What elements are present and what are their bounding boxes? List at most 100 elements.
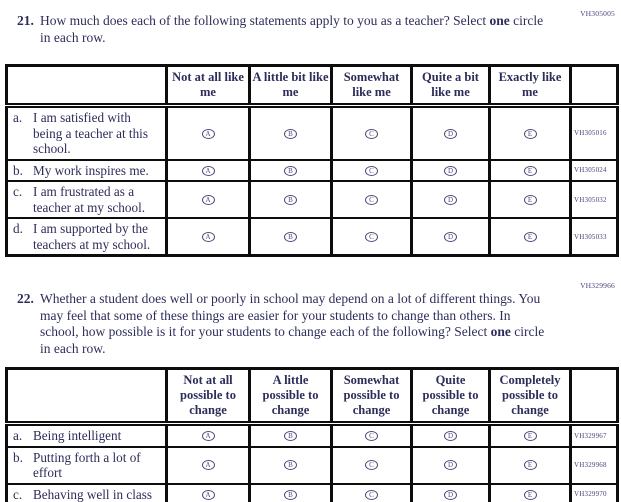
option-circle-c[interactable]: C bbox=[365, 431, 378, 442]
question-21-accession-code: VH305005 bbox=[580, 9, 615, 18]
row-label: Behaving well in class bbox=[33, 486, 153, 502]
row-letter: a. bbox=[13, 428, 23, 443]
q22-col-header-somewhat: Somewhat possible to change bbox=[330, 367, 413, 426]
question-21-table: Not at all like me A little bit like me … bbox=[5, 64, 619, 257]
question-21-text-bold: one bbox=[489, 13, 510, 28]
row-label: I am frustrated as a teacher at my schoo… bbox=[33, 184, 146, 215]
option-circle-b[interactable]: B bbox=[284, 165, 297, 176]
q21-col-header-a-little-bit: A little bit like me bbox=[248, 64, 333, 108]
q22-col-header-completely: Completely possible to change bbox=[488, 367, 572, 426]
option-circle-b[interactable]: B bbox=[284, 460, 297, 471]
question-22-text-post: circle in each row. bbox=[40, 324, 545, 356]
table-row: b. My work inspires me. A B C D E VH30502… bbox=[5, 158, 619, 182]
option-circle-a[interactable]: A bbox=[201, 165, 215, 176]
row-letter: d. bbox=[13, 221, 23, 236]
q22-col-header-a-little: A little possible to change bbox=[248, 367, 333, 426]
table-row: b. Putting forth a lot of effort A B C D … bbox=[5, 445, 619, 485]
option-cell: D bbox=[410, 180, 491, 219]
option-cell: C bbox=[330, 158, 413, 182]
option-circle-d[interactable]: D bbox=[444, 165, 457, 176]
row-label: My work inspires me. bbox=[33, 162, 149, 178]
row-code: VH305016 bbox=[569, 104, 619, 161]
option-circle-d[interactable]: D bbox=[444, 194, 457, 205]
question-22-text: Whether a student does well or poorly in… bbox=[40, 291, 548, 357]
option-circle-d[interactable]: D bbox=[444, 460, 457, 471]
option-circle-b[interactable]: B bbox=[284, 231, 297, 242]
q21-col-header-quite-a-bit: Quite a bit like me bbox=[410, 64, 491, 108]
question-22-text-bold: one bbox=[490, 324, 511, 339]
option-circle-c[interactable]: C bbox=[365, 128, 378, 139]
question-21-number: 21. bbox=[17, 13, 34, 28]
q21-col-header-somewhat: Somewhat like me bbox=[330, 64, 413, 108]
option-circle-b[interactable]: B bbox=[284, 489, 297, 500]
option-cell: C bbox=[330, 482, 413, 502]
option-circle-a[interactable]: A bbox=[201, 128, 215, 139]
option-circle-a[interactable]: A bbox=[201, 489, 215, 500]
option-circle-c[interactable]: C bbox=[365, 165, 378, 176]
row-label: Putting forth a lot of effort bbox=[33, 449, 141, 481]
option-circle-e[interactable]: E bbox=[523, 231, 537, 242]
statement-cell: a. I am satisfied with being a teacher at… bbox=[5, 104, 168, 161]
option-circle-e[interactable]: E bbox=[523, 165, 537, 176]
option-cell: D bbox=[410, 445, 491, 485]
q22-col-header-quite: Quite possible to change bbox=[410, 367, 491, 426]
q21-code-header bbox=[569, 64, 619, 108]
q22-col-header-not-at-all: Not at all possible to change bbox=[165, 367, 251, 426]
option-circle-b[interactable]: B bbox=[284, 194, 297, 205]
question-22: 22. Whether a student does well or poorl… bbox=[17, 291, 548, 357]
option-circle-e[interactable]: E bbox=[523, 194, 537, 205]
statement-cell: b. My work inspires me. bbox=[5, 158, 168, 182]
option-circle-a[interactable]: A bbox=[201, 431, 215, 442]
option-circle-a[interactable]: A bbox=[201, 194, 215, 205]
statement-cell: b. Putting forth a lot of effort bbox=[5, 445, 168, 485]
row-letter: c. bbox=[13, 184, 23, 199]
option-circle-c[interactable]: C bbox=[365, 489, 378, 500]
option-cell: D bbox=[410, 158, 491, 182]
option-circle-c[interactable]: C bbox=[365, 194, 378, 205]
option-circle-d[interactable]: D bbox=[444, 231, 457, 242]
option-cell: A bbox=[165, 104, 251, 161]
statement-cell: c. Behaving well in class bbox=[5, 482, 168, 502]
option-cell: A bbox=[165, 158, 251, 182]
option-circle-e[interactable]: E bbox=[523, 460, 537, 471]
option-cell: A bbox=[165, 180, 251, 219]
option-circle-e[interactable]: E bbox=[523, 431, 537, 442]
option-cell: B bbox=[248, 158, 333, 182]
question-21-text-post: circle in each row. bbox=[40, 13, 544, 45]
question-21-text: How much does each of the following stat… bbox=[40, 13, 548, 46]
option-cell: C bbox=[330, 104, 413, 161]
option-cell: A bbox=[165, 217, 251, 257]
option-circle-e[interactable]: E bbox=[523, 489, 537, 500]
option-circle-b[interactable]: B bbox=[284, 128, 297, 139]
option-circle-d[interactable]: D bbox=[444, 128, 457, 139]
q22-statement-header bbox=[5, 367, 168, 426]
option-cell: E bbox=[488, 445, 572, 485]
row-code: VH305032 bbox=[569, 180, 619, 219]
row-label: I am supported by the teachers at my sch… bbox=[33, 221, 151, 252]
option-circle-e[interactable]: E bbox=[523, 128, 537, 139]
option-circle-c[interactable]: C bbox=[365, 231, 378, 242]
option-circle-a[interactable]: A bbox=[201, 231, 215, 242]
option-cell: D bbox=[410, 104, 491, 161]
row-letter: b. bbox=[13, 449, 23, 465]
option-circle-a[interactable]: A bbox=[201, 460, 215, 471]
table-row: a. I am satisfied with being a teacher at… bbox=[5, 104, 619, 161]
option-cell: B bbox=[248, 180, 333, 219]
question-21-text-pre: How much does each of the following stat… bbox=[40, 13, 490, 28]
option-cell: B bbox=[248, 422, 333, 448]
option-circle-b[interactable]: B bbox=[284, 431, 297, 442]
option-cell: E bbox=[488, 180, 572, 219]
option-cell: C bbox=[330, 217, 413, 257]
table-row: c. Behaving well in class A B C D E VH329… bbox=[5, 482, 619, 502]
option-cell: D bbox=[410, 422, 491, 448]
option-cell: A bbox=[165, 445, 251, 485]
question-21: 21. How much does each of the following … bbox=[17, 13, 548, 46]
option-circle-d[interactable]: D bbox=[444, 431, 457, 442]
option-circle-c[interactable]: C bbox=[365, 460, 378, 471]
option-cell: D bbox=[410, 482, 491, 502]
q22-code-header bbox=[569, 367, 619, 426]
row-code: VH305033 bbox=[569, 217, 619, 257]
option-circle-d[interactable]: D bbox=[444, 489, 457, 500]
option-cell: B bbox=[248, 104, 333, 161]
